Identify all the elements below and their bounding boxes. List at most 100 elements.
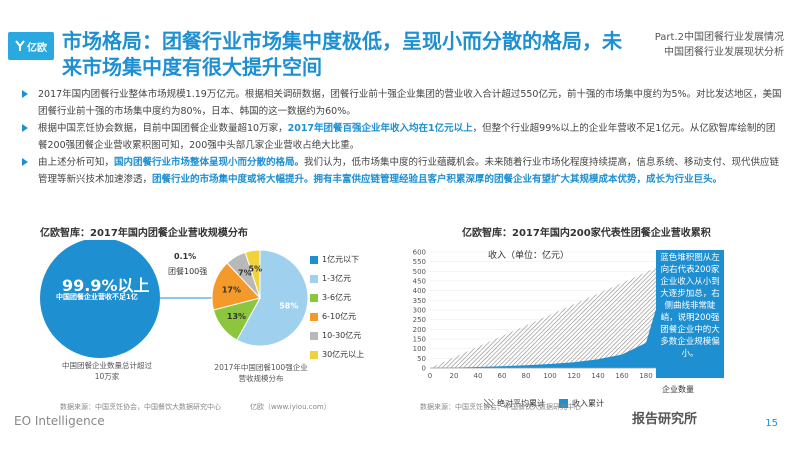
legend-swatch bbox=[310, 255, 318, 264]
legend-item: 绝对平均累计 bbox=[484, 398, 545, 409]
legend-label: 3-6亿元 bbox=[322, 293, 352, 302]
bullet-item-2: 根据中国烹饪协会数据，目前中国团餐企业数量超10万家，2017年团餐百强企业年收… bbox=[22, 120, 782, 154]
y-tick-label: 550 bbox=[413, 258, 426, 266]
x-tick-label: 140 bbox=[591, 372, 604, 380]
y-tick-label: 150 bbox=[413, 336, 426, 344]
bullet-highlight: 团餐行业的市场集中度或将大幅提升。拥有丰富供应链管理经验且客户积累深厚的团餐企业… bbox=[152, 174, 723, 185]
legend-swatch bbox=[559, 399, 568, 408]
y-tick-label: 300 bbox=[413, 307, 426, 315]
x-tick-label: 160 bbox=[615, 372, 628, 380]
y-tick-label: 600 bbox=[413, 249, 426, 257]
brand-logo: 亿欧 bbox=[8, 32, 54, 60]
bullet-item-1: 2017年国内团餐行业整体市场规模1.19万亿元。根据相关调研数据，团餐行业前十… bbox=[22, 86, 782, 120]
legend-item: 1-3亿元 bbox=[310, 269, 364, 288]
legend-label: 30亿元以上 bbox=[322, 350, 365, 359]
big-circle bbox=[40, 240, 160, 358]
logo-icon bbox=[15, 40, 25, 51]
part-line-1: Part.2中国团餐行业发展情况 bbox=[654, 32, 784, 43]
legend-swatch bbox=[484, 399, 493, 408]
x-axis-label: 企业数量 bbox=[662, 385, 694, 394]
bullet-text: ，但整个行业超99%以上的企业年营收不足1亿元。从亿欧智库绘制的团餐200强团餐… bbox=[38, 123, 776, 151]
left-chart-title: 亿欧智库：2017年国内团餐企业营收规模分布 bbox=[40, 228, 248, 239]
big-circle-sub: 中国团餐企业营收不足1亿 bbox=[56, 293, 138, 301]
x-tick-label: 80 bbox=[522, 372, 531, 380]
legend-label: 1亿元以下 bbox=[322, 255, 360, 264]
left-chart: 58% 13% 17% 7%5% bbox=[40, 240, 309, 358]
legend-swatch bbox=[310, 331, 318, 340]
left-site: 亿欧（www.iyiou.com） bbox=[250, 403, 331, 411]
enterprise-count-note: 中国团餐企业数量总计超过10万家 bbox=[62, 361, 152, 381]
y-axis-label: 收入（单位：亿元） bbox=[488, 251, 570, 261]
y-tick-label: 500 bbox=[413, 268, 426, 276]
pie-chart: 58% 13% 17% 7%5% bbox=[211, 249, 309, 347]
bullet-marker-icon bbox=[22, 124, 28, 132]
x-tick-label: 0 bbox=[428, 372, 432, 380]
page-number: 15 bbox=[765, 418, 778, 429]
wechat-watermark: 报告研究所 bbox=[632, 412, 698, 427]
y-tick-label: 50 bbox=[417, 355, 426, 363]
x-tick-label: 100 bbox=[543, 372, 556, 380]
area-legend: 绝对平均累计 收入累计 bbox=[484, 398, 604, 409]
legend-label: 绝对平均累计 bbox=[497, 399, 545, 408]
y-tick-label: 250 bbox=[413, 316, 426, 324]
legend-label: 收入累计 bbox=[572, 399, 604, 408]
chart-annotation: 蓝色堆积图从左向右代表200家企业收入从小到大逐步加总，右侧曲线非常陡峭，说明2… bbox=[656, 250, 724, 378]
logo-text: 亿欧 bbox=[27, 42, 47, 54]
legend-item: 收入累计 bbox=[559, 398, 604, 409]
pie-value-label: 58% bbox=[279, 301, 298, 310]
bullet-list: 2017年国内团餐行业整体市场规模1.19万亿元。根据相关调研数据，团餐行业前十… bbox=[22, 86, 782, 188]
pie-value-label: 17% bbox=[222, 286, 241, 295]
legend-swatch bbox=[310, 312, 318, 321]
y-tick-label: 0 bbox=[422, 365, 426, 373]
legend-label: 10-30亿元 bbox=[322, 331, 362, 340]
right-source: 数据来源：中国烹饪协会，中国餐饮大数据研究中心 bbox=[420, 403, 581, 411]
x-tick-label: 60 bbox=[498, 372, 507, 380]
x-tick-label: 120 bbox=[567, 372, 580, 380]
y-tick-label: 200 bbox=[413, 326, 426, 334]
pie-value-label: 7% bbox=[238, 268, 252, 277]
legend-item: 6-10亿元 bbox=[310, 307, 364, 326]
section-breadcrumb: Part.2中国团餐行业发展情况 中国团餐行业发展现状分析 bbox=[655, 30, 784, 60]
footer-brand: EO Intelligence bbox=[14, 414, 105, 428]
bullet-item-3: 由上述分析可知，国内团餐行业市场整体呈现小而分散的格局。我们认为，低市场集中度的… bbox=[22, 154, 782, 188]
left-source: 数据来源：中国烹饪协会，中国餐饮大数据研究中心 bbox=[60, 403, 221, 411]
page-title: 市场格局：团餐行业市场集中度极低，呈现小而分散的格局，未来市场集中度有很大提升空… bbox=[62, 29, 622, 79]
pie-value-label: 13% bbox=[227, 312, 246, 321]
pie-slice-1 bbox=[236, 249, 309, 347]
pie-legend: 1亿元以下 1-3亿元 3-6亿元 6-10亿元 10-30亿元 30亿元以上 bbox=[310, 250, 364, 364]
legend-swatch bbox=[310, 274, 318, 283]
legend-item: 10-30亿元 bbox=[310, 326, 364, 345]
top-share-label: 0.1% bbox=[174, 252, 197, 261]
legend-swatch bbox=[310, 350, 318, 359]
y-tick-label: 400 bbox=[413, 287, 426, 295]
bullet-text: 由上述分析可知， bbox=[38, 157, 115, 168]
series-area-revenue bbox=[430, 261, 670, 368]
pie-slice-3 bbox=[211, 262, 261, 311]
y-tick-label: 350 bbox=[413, 297, 426, 305]
y-tick-label: 450 bbox=[413, 278, 426, 286]
legend-item: 3-6亿元 bbox=[310, 288, 364, 307]
legend-label: 1-3亿元 bbox=[322, 274, 352, 283]
top100-label: 团餐100强 bbox=[168, 267, 208, 276]
pie-caption: 2017年中国团餐100强企业营收规模分布 bbox=[214, 363, 308, 383]
pie-value-label: 5% bbox=[249, 265, 263, 274]
bullet-marker-icon bbox=[22, 90, 28, 98]
y-tick-label: 100 bbox=[413, 345, 426, 353]
bullet-highlight: 国内团餐行业市场整体呈现小而分散的格局。 bbox=[114, 157, 305, 168]
legend-item: 1亿元以下 bbox=[310, 250, 364, 269]
big-circle-label: 99.9%以上 bbox=[62, 276, 150, 295]
bullet-highlight: 2017年团餐百强企业年收入均在1亿元以上 bbox=[287, 123, 473, 134]
bullet-marker-icon bbox=[22, 158, 28, 166]
bullet-text: 根据中国烹饪协会数据，目前中国团餐企业数量超10万家， bbox=[38, 123, 288, 134]
bullet-text: 我们认为，低市场集中度的行业蕴藏机会。未来随着行业市场化程度持续提高，信息系统、… bbox=[38, 157, 780, 185]
legend-label: 6-10亿元 bbox=[322, 312, 357, 321]
x-tick-label: 20 bbox=[450, 372, 459, 380]
legend-swatch bbox=[310, 293, 318, 302]
bullet-text: 2017年国内团餐行业整体市场规模1.19万亿元。根据相关调研数据，团餐行业前十… bbox=[38, 89, 782, 117]
x-tick-label: 180 bbox=[639, 372, 652, 380]
pie-slice-5 bbox=[244, 249, 261, 299]
legend-item: 30亿元以上 bbox=[310, 345, 364, 364]
right-chart-title: 亿欧智库：2017年国内200家代表性团餐企业营收累积 bbox=[462, 228, 711, 239]
x-tick-label: 40 bbox=[474, 372, 483, 380]
